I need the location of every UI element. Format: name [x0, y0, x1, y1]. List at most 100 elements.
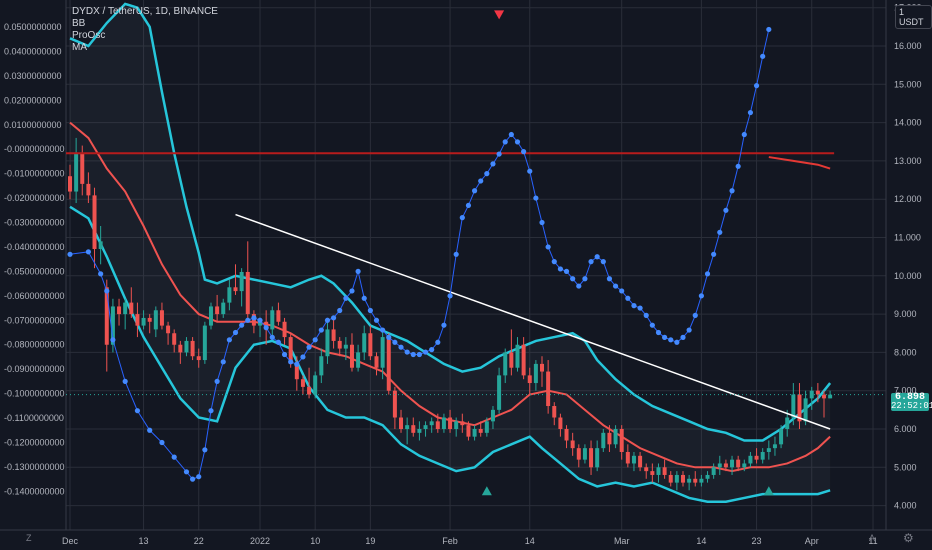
- candle-body: [98, 241, 103, 249]
- candle-body: [417, 429, 422, 433]
- bb-fill-area: [70, 3, 831, 502]
- oscillator-dot: [643, 312, 649, 318]
- oscillator-dot: [288, 359, 294, 365]
- candle-body: [104, 287, 109, 345]
- candle-body: [754, 455, 759, 460]
- candle-body: [202, 325, 207, 361]
- oscillator-dot: [171, 454, 177, 460]
- candle-body: [117, 306, 122, 315]
- oscillator-dot: [330, 315, 337, 321]
- candle-body: [411, 425, 416, 433]
- left-axis: 0.0500000000 0.0400000000 0.0300000000 0.02…: [4, 22, 65, 496]
- candle-body: [472, 429, 477, 437]
- zoom-button[interactable]: Z: [26, 533, 32, 543]
- oscillator-dot: [692, 312, 698, 318]
- oscillator-dot: [324, 317, 331, 323]
- oscillator-dot: [275, 339, 282, 345]
- candle-body: [497, 375, 502, 410]
- oscillator-dot: [190, 476, 196, 482]
- x-tick-label: Mar: [614, 536, 630, 546]
- candle-body: [313, 375, 318, 395]
- candle-body: [705, 474, 710, 479]
- oscillator-dot: [208, 408, 214, 414]
- right-tick-label: 11.000: [894, 233, 921, 243]
- x-tick-label: 14: [696, 536, 706, 546]
- currency-badge[interactable]: 1 USDT: [895, 5, 932, 29]
- x-tick-label: Dec: [62, 536, 79, 546]
- candle-body: [374, 356, 379, 368]
- candle-body: [325, 329, 330, 357]
- oscillator-dot: [686, 327, 692, 333]
- oscillator-dot: [631, 303, 637, 309]
- oscillator-dot: [214, 378, 220, 384]
- oscillator-dot: [343, 295, 349, 301]
- auto-scale-button[interactable]: A: [869, 533, 876, 543]
- candle-body: [730, 459, 735, 468]
- oscillator-dot: [281, 351, 288, 358]
- candle-body: [245, 271, 250, 315]
- oscillator-dot: [588, 259, 594, 265]
- right-tick-label: 10.000: [894, 271, 922, 281]
- time-axis: Dec 13 22 2022 10 19 Feb 14 Mar 14 23 Apr 11: [62, 536, 878, 546]
- candle-body: [239, 271, 244, 292]
- left-tick-label: -0.0400000000: [4, 242, 65, 252]
- left-tick-label: -0.1100000000: [4, 413, 64, 423]
- x-tick-label: Apr: [805, 536, 819, 546]
- chart-legend[interactable]: DYDX / TetherUS, 1D, BINANCE BB ProOsc M…: [72, 6, 218, 54]
- oscillator-dot: [545, 244, 551, 250]
- last-price-tag: 6.898 22:52:01: [891, 393, 932, 411]
- candle-body: [558, 417, 563, 429]
- buy-signal-marker: [763, 486, 774, 496]
- candle-body: [503, 352, 508, 376]
- oscillator-dot: [183, 469, 190, 475]
- candle-body: [276, 310, 281, 322]
- x-tick-label: 14: [525, 536, 535, 546]
- oscillator-dot: [367, 307, 373, 314]
- oscillator-dot: [606, 276, 613, 282]
- gear-icon[interactable]: ⚙: [903, 531, 914, 545]
- candle-body: [687, 478, 692, 483]
- legend-indicator-bb[interactable]: BB: [72, 18, 86, 29]
- oscillator-dot: [471, 188, 478, 194]
- oscillator-dot: [496, 151, 502, 157]
- candle-body: [809, 390, 814, 399]
- candle-body: [221, 302, 226, 315]
- oscillator-dot: [521, 149, 527, 155]
- candle-body: [110, 306, 115, 345]
- x-tick-label: 23: [752, 536, 762, 546]
- candle-body: [668, 474, 673, 483]
- oscillator-dot: [226, 337, 232, 343]
- candle-body: [509, 352, 514, 368]
- candle-body: [619, 429, 624, 452]
- candle-body: [815, 390, 820, 395]
- candle-body: [141, 317, 146, 326]
- oscillator-dot: [306, 344, 312, 350]
- oscillator-dot: [422, 349, 429, 355]
- oscillator-dot: [202, 447, 208, 453]
- candle-body: [699, 478, 704, 483]
- oscillator-dot: [67, 251, 73, 257]
- candle-body: [392, 390, 397, 418]
- candle-body: [300, 379, 305, 387]
- right-tick-label: 16.000: [894, 41, 922, 51]
- oscillator-dot: [398, 344, 404, 350]
- candle-body: [454, 421, 459, 429]
- candle-body: [797, 394, 802, 422]
- oscillator-dot: [741, 131, 747, 138]
- candle-body: [435, 421, 440, 429]
- right-tick-label: 5.000: [894, 462, 917, 472]
- candle-body: [785, 417, 790, 429]
- symbol-title[interactable]: DYDX / TetherUS, 1D, BINANCE: [72, 6, 218, 17]
- legend-indicator-ma[interactable]: MA: [72, 42, 87, 53]
- legend-indicator-proosc[interactable]: ProOsc: [72, 30, 106, 41]
- oscillator-dot: [318, 327, 324, 333]
- oscillator-dot: [717, 229, 723, 235]
- candle-body: [362, 333, 367, 353]
- candle-body: [772, 444, 777, 449]
- candle-body: [196, 356, 201, 361]
- oscillator-dot: [245, 317, 251, 323]
- x-tick-label: 13: [139, 536, 149, 546]
- oscillator-dot: [355, 268, 361, 274]
- candle-body: [356, 352, 361, 368]
